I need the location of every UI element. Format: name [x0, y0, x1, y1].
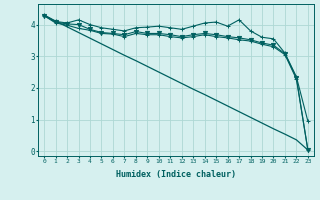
X-axis label: Humidex (Indice chaleur): Humidex (Indice chaleur) [116, 170, 236, 179]
